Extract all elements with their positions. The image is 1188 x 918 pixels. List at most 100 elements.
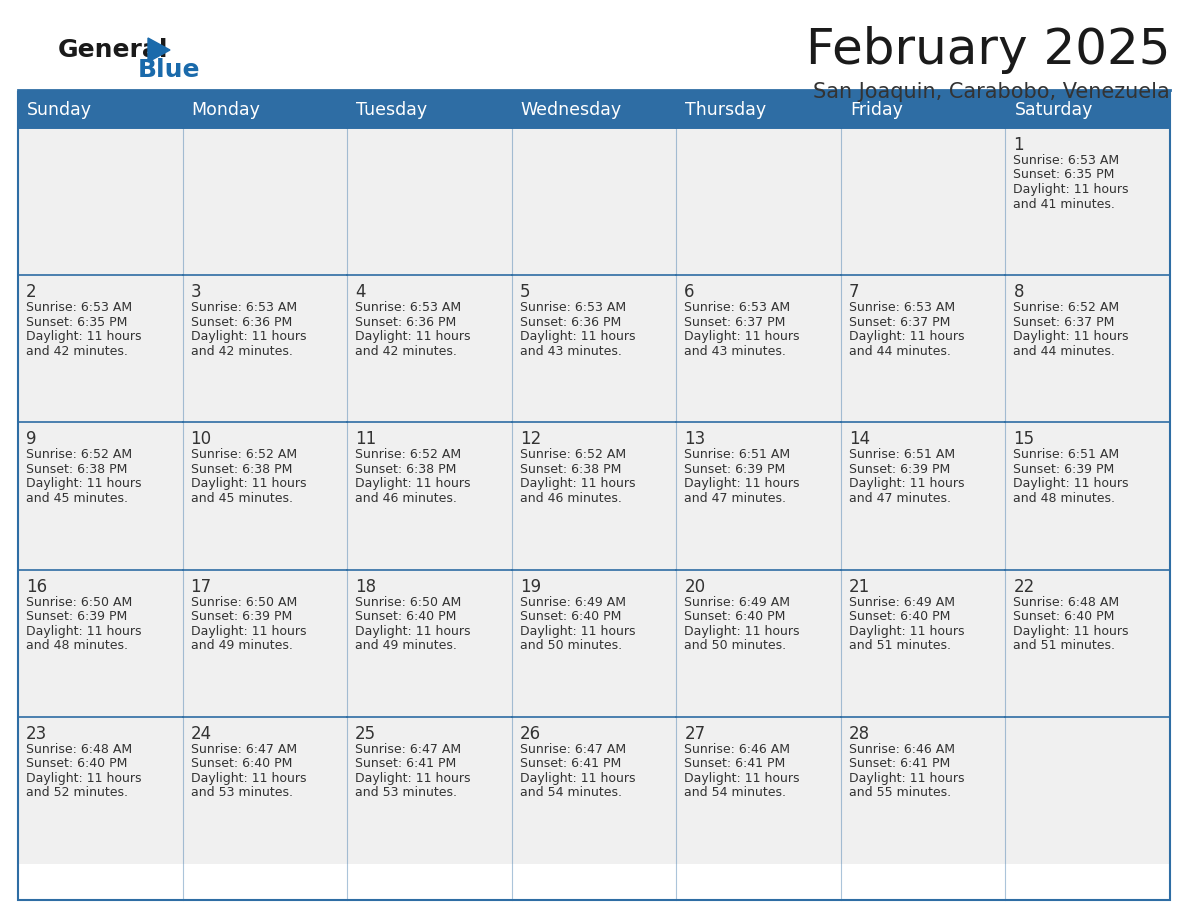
Text: 26: 26 xyxy=(519,725,541,743)
Text: and 54 minutes.: and 54 minutes. xyxy=(519,787,621,800)
Bar xyxy=(18,717,183,864)
Bar xyxy=(676,92,841,128)
Text: Sunrise: 6:52 AM: Sunrise: 6:52 AM xyxy=(1013,301,1119,314)
Text: Sunrise: 6:47 AM: Sunrise: 6:47 AM xyxy=(355,743,461,756)
Text: Daylight: 11 hours: Daylight: 11 hours xyxy=(684,772,800,785)
Bar xyxy=(183,128,347,275)
Text: and 51 minutes.: and 51 minutes. xyxy=(849,639,950,652)
Text: Sunrise: 6:52 AM: Sunrise: 6:52 AM xyxy=(190,448,297,462)
Text: Daylight: 11 hours: Daylight: 11 hours xyxy=(355,624,470,638)
Text: 19: 19 xyxy=(519,577,541,596)
Text: and 41 minutes.: and 41 minutes. xyxy=(1013,197,1116,210)
Text: Sunrise: 6:52 AM: Sunrise: 6:52 AM xyxy=(519,448,626,462)
Bar xyxy=(841,422,1005,569)
Text: Sunrise: 6:53 AM: Sunrise: 6:53 AM xyxy=(26,301,132,314)
Bar xyxy=(676,275,841,422)
Text: Daylight: 11 hours: Daylight: 11 hours xyxy=(355,330,470,343)
Text: Sunset: 6:41 PM: Sunset: 6:41 PM xyxy=(849,757,950,770)
Text: 1: 1 xyxy=(1013,136,1024,154)
Text: Sunrise: 6:46 AM: Sunrise: 6:46 AM xyxy=(684,743,790,756)
Bar xyxy=(183,92,347,128)
Bar xyxy=(347,717,512,864)
Text: and 43 minutes.: and 43 minutes. xyxy=(684,344,786,358)
Text: Sunrise: 6:48 AM: Sunrise: 6:48 AM xyxy=(1013,596,1119,609)
Text: Daylight: 11 hours: Daylight: 11 hours xyxy=(190,477,307,490)
Text: and 46 minutes.: and 46 minutes. xyxy=(519,492,621,505)
Text: Sunset: 6:41 PM: Sunset: 6:41 PM xyxy=(355,757,456,770)
Bar xyxy=(18,128,183,275)
Text: Tuesday: Tuesday xyxy=(356,101,428,119)
Text: 14: 14 xyxy=(849,431,870,448)
Text: Sunset: 6:35 PM: Sunset: 6:35 PM xyxy=(1013,169,1114,182)
Text: Sunset: 6:39 PM: Sunset: 6:39 PM xyxy=(26,610,127,623)
Bar xyxy=(18,92,1170,900)
Text: Sunrise: 6:50 AM: Sunrise: 6:50 AM xyxy=(355,596,461,609)
Text: 6: 6 xyxy=(684,283,695,301)
Text: 21: 21 xyxy=(849,577,870,596)
Text: Sunrise: 6:51 AM: Sunrise: 6:51 AM xyxy=(1013,448,1119,462)
Bar xyxy=(512,275,676,422)
Text: Sunrise: 6:49 AM: Sunrise: 6:49 AM xyxy=(849,596,955,609)
Text: Daylight: 11 hours: Daylight: 11 hours xyxy=(190,330,307,343)
Text: Sunset: 6:37 PM: Sunset: 6:37 PM xyxy=(849,316,950,329)
Text: Daylight: 11 hours: Daylight: 11 hours xyxy=(519,330,636,343)
Text: February 2025: February 2025 xyxy=(805,26,1170,74)
Text: Sunrise: 6:53 AM: Sunrise: 6:53 AM xyxy=(190,301,297,314)
Bar xyxy=(18,92,183,128)
Text: and 42 minutes.: and 42 minutes. xyxy=(26,344,128,358)
Text: and 47 minutes.: and 47 minutes. xyxy=(849,492,950,505)
Text: 9: 9 xyxy=(26,431,37,448)
Text: and 43 minutes.: and 43 minutes. xyxy=(519,344,621,358)
Text: and 49 minutes.: and 49 minutes. xyxy=(190,639,292,652)
Text: Daylight: 11 hours: Daylight: 11 hours xyxy=(519,624,636,638)
Bar xyxy=(347,569,512,717)
Text: 23: 23 xyxy=(26,725,48,743)
Text: Daylight: 11 hours: Daylight: 11 hours xyxy=(849,330,965,343)
Text: Daylight: 11 hours: Daylight: 11 hours xyxy=(26,477,141,490)
Text: and 52 minutes.: and 52 minutes. xyxy=(26,787,128,800)
Text: Daylight: 11 hours: Daylight: 11 hours xyxy=(519,772,636,785)
Text: 13: 13 xyxy=(684,431,706,448)
Text: Sunrise: 6:50 AM: Sunrise: 6:50 AM xyxy=(26,596,132,609)
Text: Sunset: 6:36 PM: Sunset: 6:36 PM xyxy=(355,316,456,329)
Text: Sunset: 6:39 PM: Sunset: 6:39 PM xyxy=(684,463,785,476)
Text: Sunrise: 6:49 AM: Sunrise: 6:49 AM xyxy=(684,596,790,609)
Bar xyxy=(512,569,676,717)
Text: Daylight: 11 hours: Daylight: 11 hours xyxy=(355,477,470,490)
Bar xyxy=(1005,128,1170,275)
Bar xyxy=(18,569,183,717)
Text: 2: 2 xyxy=(26,283,37,301)
Text: Sunrise: 6:50 AM: Sunrise: 6:50 AM xyxy=(190,596,297,609)
Bar xyxy=(347,422,512,569)
Text: Daylight: 11 hours: Daylight: 11 hours xyxy=(26,772,141,785)
Text: and 48 minutes.: and 48 minutes. xyxy=(26,639,128,652)
Text: 20: 20 xyxy=(684,577,706,596)
Text: Sunset: 6:40 PM: Sunset: 6:40 PM xyxy=(1013,610,1114,623)
Bar xyxy=(347,128,512,275)
Text: Sunrise: 6:51 AM: Sunrise: 6:51 AM xyxy=(684,448,790,462)
Text: and 45 minutes.: and 45 minutes. xyxy=(26,492,128,505)
Text: Daylight: 11 hours: Daylight: 11 hours xyxy=(26,624,141,638)
Text: Sunset: 6:40 PM: Sunset: 6:40 PM xyxy=(849,610,950,623)
Text: and 54 minutes.: and 54 minutes. xyxy=(684,787,786,800)
Bar xyxy=(183,275,347,422)
Text: Sunset: 6:40 PM: Sunset: 6:40 PM xyxy=(684,610,785,623)
Text: Sunrise: 6:47 AM: Sunrise: 6:47 AM xyxy=(519,743,626,756)
Text: Sunset: 6:36 PM: Sunset: 6:36 PM xyxy=(190,316,292,329)
Bar xyxy=(841,569,1005,717)
Bar xyxy=(676,128,841,275)
Text: Daylight: 11 hours: Daylight: 11 hours xyxy=(190,772,307,785)
Text: General: General xyxy=(58,38,169,62)
Text: and 51 minutes.: and 51 minutes. xyxy=(1013,639,1116,652)
Bar xyxy=(1005,717,1170,864)
Text: and 45 minutes.: and 45 minutes. xyxy=(190,492,292,505)
Bar xyxy=(1005,92,1170,128)
Text: Daylight: 11 hours: Daylight: 11 hours xyxy=(355,772,470,785)
Text: Sunrise: 6:52 AM: Sunrise: 6:52 AM xyxy=(26,448,132,462)
Text: 17: 17 xyxy=(190,577,211,596)
Text: 24: 24 xyxy=(190,725,211,743)
Text: and 44 minutes.: and 44 minutes. xyxy=(849,344,950,358)
Text: Sunrise: 6:47 AM: Sunrise: 6:47 AM xyxy=(190,743,297,756)
Bar xyxy=(512,92,676,128)
Text: Daylight: 11 hours: Daylight: 11 hours xyxy=(684,624,800,638)
